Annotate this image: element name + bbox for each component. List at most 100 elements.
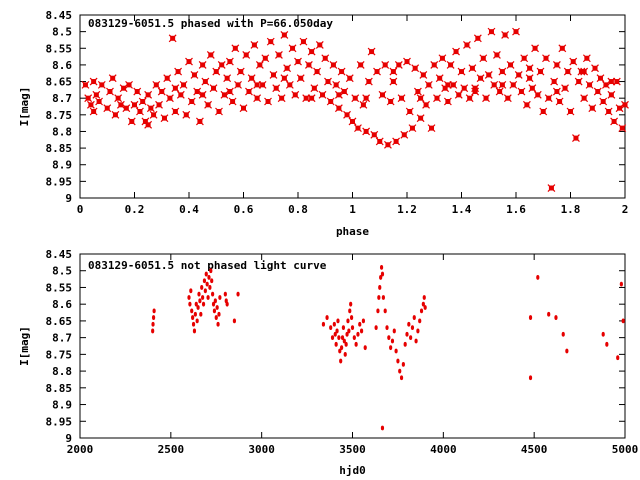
data-point [347,328,351,334]
data-point [216,321,220,327]
data-point [463,41,471,49]
data-point [615,104,624,113]
y-tick-label: 8.45 [46,248,73,261]
data-point [202,278,207,284]
data-point [422,295,426,300]
data-point [405,107,414,116]
data-point [220,90,229,99]
data-point [204,271,208,277]
data-point [427,124,436,133]
data-point [291,90,300,99]
data-point [191,321,196,327]
data-point [103,104,112,113]
data-point [558,44,567,53]
data-point [531,44,539,53]
data-point [384,140,392,149]
data-point [471,84,480,93]
data-point [197,291,201,297]
data-point [514,70,523,79]
data-point [479,54,488,63]
x-tick-label: 2500 [158,443,185,456]
data-point [225,301,229,307]
data-point [528,315,533,320]
data-point [381,295,385,300]
data-point [397,94,406,103]
data-point [565,348,569,354]
data-point [269,70,278,79]
data-point [389,77,398,86]
data-point [152,308,156,314]
data-point [487,27,496,36]
data-point [194,301,198,307]
data-point [361,318,365,324]
data-point [198,90,207,99]
y-tick-label: 8.65 [46,76,73,89]
axis-ticks: 0 0.2 0.4 0.6 0.8 1 1.2 1.4 1.6 1.8 2 8.45 8.5 8.55 8.… [46,9,629,216]
data-point [345,331,349,337]
data-point [151,315,156,320]
data-point [345,74,354,83]
data-point [561,331,565,337]
data-point [340,87,349,96]
x-tick-label: 1.6 [506,203,526,216]
data-point [599,97,608,106]
data-point [506,60,515,69]
data-point [97,80,106,89]
data-point [536,67,545,76]
data-point [234,80,242,89]
data-point [416,94,425,103]
data-point [116,100,125,109]
data-point [346,318,350,324]
chart-title: 083129-6051.5 not phased light curve [88,259,327,272]
data-point [411,64,420,73]
data-point [561,84,569,93]
data-point [152,80,161,89]
plot-frame [79,253,626,439]
data-point [370,130,379,139]
data-point [520,54,529,63]
data-point [512,27,520,36]
data-point [111,110,120,119]
data-point [245,87,253,96]
data-point [138,97,147,106]
data-points [151,264,625,431]
data-point [405,331,409,337]
data-point [193,87,202,96]
data-point [337,335,341,341]
data-point [438,54,447,63]
data-point [89,77,98,86]
data-point [373,67,381,76]
data-point [490,80,499,89]
data-point [401,362,405,367]
data-point [416,114,425,123]
data-point [307,94,316,103]
y-tick-label: 8.85 [46,382,73,395]
data-point [380,425,385,431]
data-point [81,80,90,89]
data-point [179,80,188,89]
data-point [547,311,551,317]
data-point [187,295,191,300]
data-point [89,107,98,116]
data-point [304,60,313,69]
data-point [228,97,237,106]
data-point [344,341,348,347]
data-point [163,74,172,83]
data-point [443,97,452,106]
data-point [210,278,214,284]
x-tick-label: 0.2 [125,203,145,216]
data-point [342,338,346,344]
data-point [239,104,248,113]
data-point [122,104,131,113]
y-tick-label: 8.9 [52,399,72,412]
data-point [174,67,183,76]
data-point [555,97,564,106]
data-point [157,87,166,96]
y-tick-label: 8.65 [46,315,73,328]
data-point [211,301,216,307]
data-point [517,87,526,96]
data-point [146,104,155,113]
data-point [189,288,193,294]
data-point [340,335,345,341]
